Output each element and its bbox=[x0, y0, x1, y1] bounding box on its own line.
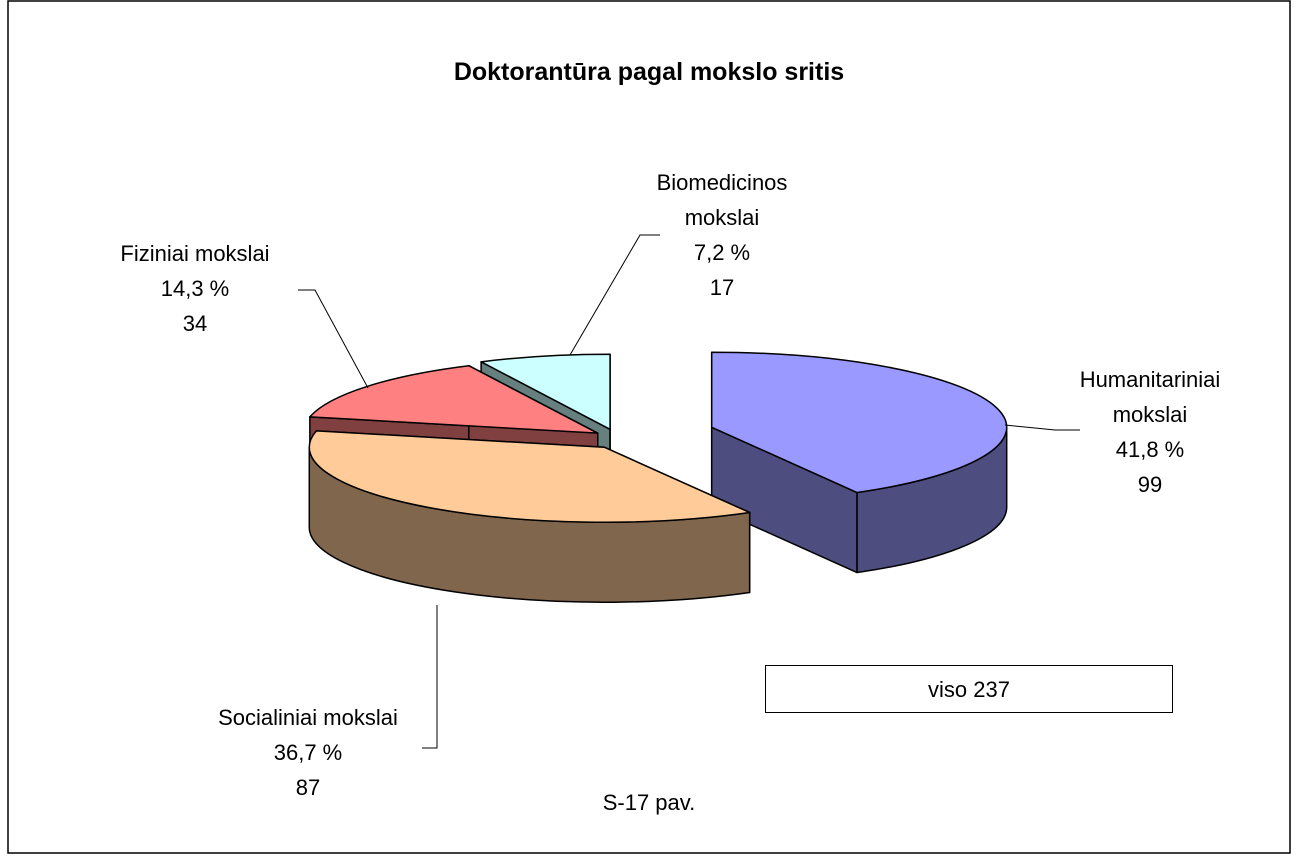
frame bbox=[7, 0, 1291, 854]
count-label: 99 bbox=[1137, 472, 1163, 497]
data-label: Socialiniai mokslai 36,7 % 87 bbox=[148, 700, 468, 805]
slice-top bbox=[480, 353, 611, 431]
count-label: 87 bbox=[295, 775, 321, 800]
data-label: Fiziniai mokslai 14,3 % 34 bbox=[65, 236, 325, 341]
leader-line bbox=[1004, 424, 1080, 431]
category-label: Biomedicinos mokslai bbox=[656, 170, 788, 230]
leader-line bbox=[422, 605, 438, 749]
slice bbox=[710, 351, 1008, 574]
percent-label: 7,2 % bbox=[693, 240, 751, 265]
category-label: Humanitariniai mokslai bbox=[1079, 367, 1221, 427]
leader-line bbox=[298, 289, 369, 389]
category-label: Fiziniai mokslai bbox=[120, 241, 270, 266]
percent-label: 36,7 % bbox=[273, 740, 343, 765]
count-label: 34 bbox=[182, 311, 208, 336]
leader-line bbox=[569, 234, 660, 356]
data-label: Humanitariniai mokslai 41,8 % 99 bbox=[1055, 362, 1245, 502]
percent-label: 41,8 % bbox=[1115, 437, 1185, 462]
slice-top bbox=[308, 430, 751, 523]
data-label: Biomedicinos mokslai 7,2 % 17 bbox=[622, 165, 822, 305]
slice-top bbox=[710, 351, 1008, 494]
total-box: viso 237 bbox=[765, 665, 1173, 713]
slice-top bbox=[309, 364, 599, 434]
percent-label: 14,3 % bbox=[160, 276, 230, 301]
category-label: Socialiniai mokslai bbox=[218, 705, 398, 730]
slice bbox=[308, 430, 751, 603]
count-label: 17 bbox=[709, 275, 735, 300]
chart-title: Doktorantūra pagal mokslo sritis bbox=[453, 58, 845, 86]
caption: S-17 pav. bbox=[602, 790, 696, 815]
